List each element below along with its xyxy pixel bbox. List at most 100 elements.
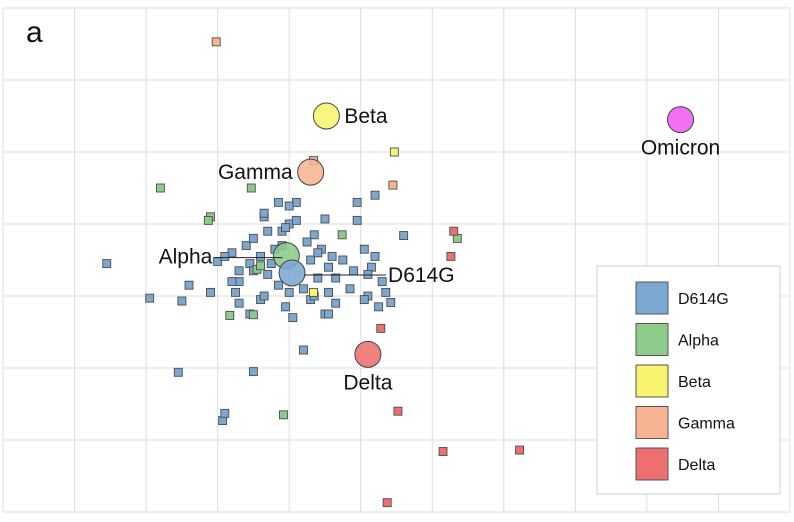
serum-point-d614g [284, 201, 294, 211]
serum-point-alpha [155, 183, 165, 193]
serum-point-d614g [284, 287, 294, 297]
antigen-points: Beta Gamma Omicron Alpha D614G Delta [159, 102, 720, 394]
antigen-point-gamma [297, 158, 325, 186]
serum-point-d614g [327, 251, 337, 261]
legend-label-delta: Delta [678, 457, 715, 474]
serum-point-d614g [248, 367, 258, 377]
serum-point-beta [389, 147, 399, 157]
serum-point-d614g [359, 244, 369, 254]
serum-point-delta [449, 226, 459, 236]
serum-point-delta [382, 498, 392, 508]
antigen-label-delta: Delta [343, 371, 392, 394]
serum-point-alpha [256, 261, 266, 271]
serum-point-d614g [370, 251, 380, 261]
sera-points [102, 37, 525, 508]
serum-point-d614g [324, 287, 333, 297]
serum-point-d614g [184, 280, 194, 290]
serum-point-d614g [363, 269, 373, 279]
serum-point-d614g [259, 291, 269, 301]
antigen-label-omicron: Omicron [641, 137, 720, 160]
antigen-label-beta: Beta [344, 105, 388, 128]
serum-point-delta [376, 323, 386, 333]
serum-point-d614g [324, 309, 333, 319]
serum-point-d614g [345, 284, 355, 294]
antigen-label-alpha: Alpha [159, 246, 213, 269]
serum-point-d614g [248, 233, 258, 243]
serum-point-d614g [234, 298, 244, 308]
legend-label-alpha: Alpha [678, 333, 719, 350]
antigen-label-d614g: D614G [388, 264, 455, 287]
legend-label-gamma: Gamma [678, 416, 735, 433]
serum-point-d614g [173, 367, 183, 377]
serum-point-alpha [246, 183, 256, 193]
serum-point-d614g [349, 266, 359, 276]
serum-point-d614g [377, 277, 387, 287]
antigen-point-omicron [667, 106, 695, 134]
serum-point-d614g [338, 255, 348, 265]
serum-point-d614g [231, 287, 240, 297]
legend-swatch-d614g [635, 281, 669, 315]
serum-point-d614g [309, 230, 319, 240]
serum-point-d614g [263, 269, 273, 279]
legend-box [596, 265, 781, 495]
serum-point-d614g [259, 208, 269, 218]
serum-point-d614g [313, 248, 323, 258]
serum-point-alpha [203, 215, 213, 225]
serum-point-delta [446, 251, 456, 261]
antigen-point-d614g [278, 259, 306, 287]
serum-point-delta [515, 445, 525, 455]
serum-point-d614g [206, 287, 215, 297]
legend-swatch-alpha [635, 323, 669, 356]
serum-point-d614g [220, 408, 230, 418]
serum-point-d614g [331, 298, 341, 308]
serum-point-d614g [263, 226, 273, 236]
legend: D614G Alpha Beta Gamma Delta [596, 265, 781, 495]
antigen-point-beta [312, 102, 340, 130]
serum-point-d614g [359, 295, 369, 305]
serum-point-d614g [352, 197, 362, 207]
legend-swatch-delta [635, 447, 669, 481]
serum-point-gamma [211, 37, 221, 47]
serum-point-d614g [102, 259, 112, 269]
serum-point-d614g [352, 215, 362, 225]
serum-point-d614g [313, 273, 323, 283]
serum-point-d614g [302, 237, 312, 247]
serum-point-d614g [266, 259, 276, 269]
serum-point-alpha [279, 410, 288, 420]
serum-point-d614g [274, 197, 283, 207]
serum-point-d614g [241, 241, 251, 251]
serum-point-d614g [374, 302, 384, 312]
legend-swatch-gamma [635, 406, 669, 439]
serum-point-d614g [256, 251, 266, 261]
serum-point-d614g [320, 214, 330, 224]
serum-point-d614g [306, 255, 316, 265]
legend-swatch-beta [635, 364, 669, 398]
serum-point-d614g [299, 345, 308, 355]
serum-point-d614g [274, 280, 283, 290]
serum-point-d614g [220, 251, 230, 261]
serum-point-d614g [291, 215, 301, 225]
serum-point-alpha [337, 230, 347, 240]
serum-point-d614g [331, 273, 341, 283]
serum-point-d614g [177, 296, 187, 306]
legend-label-beta: Beta [678, 374, 711, 391]
serum-point-alpha [225, 310, 235, 320]
serum-point-d614g [370, 190, 380, 200]
serum-point-d614g [234, 266, 244, 276]
serum-point-d614g [281, 302, 291, 312]
serum-point-gamma [388, 180, 398, 190]
serum-point-delta [393, 406, 403, 416]
serum-point-d614g [399, 231, 409, 240]
serum-point-d614g [227, 277, 237, 287]
serum-point-d614g [381, 287, 391, 297]
antigen-label-gamma: Gamma [218, 161, 293, 184]
serum-point-d614g [299, 284, 308, 294]
antigen-point-delta [354, 340, 382, 368]
serum-point-d614g [288, 313, 298, 323]
serum-point-beta [309, 287, 318, 297]
panel-label: a [26, 16, 43, 49]
serum-point-d614g [324, 262, 333, 272]
legend-label-d614g: D614G [678, 291, 729, 308]
serum-point-d614g [386, 298, 396, 307]
